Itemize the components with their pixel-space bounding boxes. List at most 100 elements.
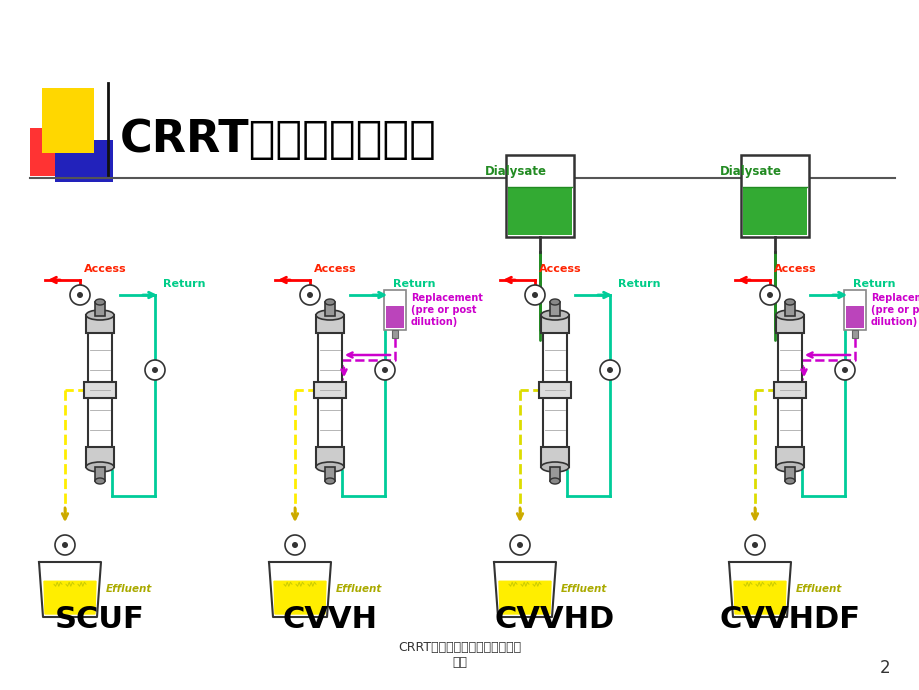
Bar [42,88,94,153]
Bar [55,140,113,182]
Ellipse shape [550,299,560,305]
Ellipse shape [550,478,560,484]
Ellipse shape [784,478,794,484]
Text: Return: Return [618,279,660,289]
Bar [784,302,794,316]
Bar [391,330,398,338]
Circle shape [759,285,779,305]
Polygon shape [733,581,785,614]
Bar [777,325,801,455]
Text: Access: Access [773,264,816,274]
Bar [85,315,114,333]
Circle shape [70,285,90,305]
Ellipse shape [784,299,794,305]
Circle shape [599,360,619,380]
Bar [84,382,116,398]
Text: SCUF: SCUF [55,606,144,635]
Bar [383,290,405,330]
Text: Effluent: Effluent [335,584,382,594]
Circle shape [55,535,75,555]
Circle shape [516,542,522,548]
Text: Effluent: Effluent [561,584,607,594]
Bar [743,187,806,235]
Bar [540,315,568,333]
Text: Return: Return [852,279,894,289]
Ellipse shape [95,299,105,305]
Ellipse shape [85,462,114,472]
Bar [542,325,566,455]
Circle shape [375,360,394,380]
Polygon shape [494,562,555,617]
Ellipse shape [324,299,335,305]
Text: Replacement
(pre or post
dilution): Replacement (pre or post dilution) [411,293,482,326]
Polygon shape [268,562,331,617]
Circle shape [766,292,772,298]
Text: CVVHD: CVVHD [494,606,615,635]
Circle shape [145,360,165,380]
Ellipse shape [324,478,335,484]
Bar [845,306,863,328]
Circle shape [152,367,158,373]
Circle shape [307,292,312,298]
Polygon shape [498,581,550,614]
Text: Dialysate: Dialysate [484,165,547,178]
Ellipse shape [540,462,568,472]
Bar [784,467,794,481]
Ellipse shape [85,310,114,320]
Bar [318,325,342,455]
Bar [550,302,560,316]
Circle shape [744,535,765,555]
Circle shape [62,542,68,548]
Bar [315,447,344,467]
Bar [386,306,403,328]
Ellipse shape [775,462,803,472]
Text: Access: Access [539,264,581,274]
Bar [505,155,573,237]
Bar [313,382,346,398]
Bar [95,467,105,481]
Circle shape [381,367,388,373]
Bar [775,315,803,333]
Text: Return: Return [163,279,205,289]
Bar [775,447,803,467]
Bar [539,382,571,398]
Bar [740,155,808,237]
Bar [85,447,114,467]
Polygon shape [274,581,325,614]
Text: 2: 2 [879,659,889,677]
Text: CVVHDF: CVVHDF [719,606,859,635]
Text: Effluent: Effluent [106,584,153,594]
Ellipse shape [775,310,803,320]
Bar [851,330,857,338]
Text: Effluent: Effluent [795,584,842,594]
Circle shape [834,360,854,380]
Text: CRRT治疗常用方法：: CRRT治疗常用方法： [119,119,437,161]
Polygon shape [39,562,101,617]
Text: Replacement
(pre or post
dilution): Replacement (pre or post dilution) [870,293,919,326]
Circle shape [841,367,847,373]
Text: CRRT治疗中的抗凝技术医学知识
讲解: CRRT治疗中的抗凝技术医学知识 讲解 [398,641,521,669]
Circle shape [531,292,538,298]
Bar [507,187,572,235]
Bar [95,302,105,316]
Bar [773,382,805,398]
Ellipse shape [315,310,344,320]
Ellipse shape [95,478,105,484]
Polygon shape [44,581,96,614]
Bar [88,325,112,455]
Text: CVVH: CVVH [282,606,377,635]
Circle shape [607,367,612,373]
Ellipse shape [540,310,568,320]
Text: Access: Access [313,264,357,274]
Bar [324,467,335,481]
Circle shape [751,542,757,548]
Ellipse shape [315,462,344,472]
Circle shape [525,285,544,305]
Circle shape [300,285,320,305]
Bar [30,128,78,176]
Text: Return: Return [392,279,435,289]
Text: Dialysate: Dialysate [720,165,781,178]
Text: Access: Access [84,264,127,274]
Bar [324,302,335,316]
Circle shape [291,542,298,548]
